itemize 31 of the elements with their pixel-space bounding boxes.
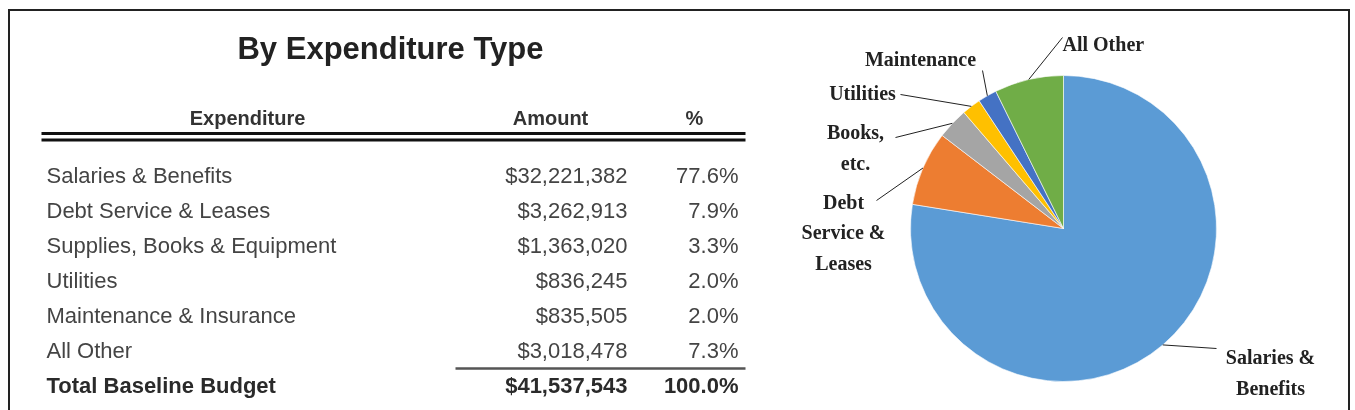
data-label: 7.9%: [688, 198, 739, 223]
data-label: $3,262,913: [517, 198, 628, 223]
data-label: $41,537,543: [505, 373, 628, 398]
category-label: Total Baseline Budget: [46, 373, 277, 398]
category-label: Supplies, Books & Equipment: [46, 233, 337, 258]
slice-label: Salaries & Benefits: [1225, 346, 1316, 399]
data-label: 2.0%: [688, 303, 739, 328]
slice-label: All Other: [1062, 32, 1145, 55]
category-label: Utilities: [46, 268, 118, 293]
category-label: Maintenance & Insurance: [46, 303, 296, 328]
category-label: All Other: [46, 338, 133, 363]
data-label: $1,363,020: [517, 233, 628, 258]
data-label: 100.0%: [663, 373, 739, 398]
data-label: 3.3%: [688, 233, 739, 258]
text: Amount: [512, 106, 589, 129]
slice-label: Utilities: [829, 81, 897, 104]
data-label: 7.3%: [688, 338, 739, 363]
text: Expenditure: [189, 106, 306, 129]
slice-label: Debt Service & Leases: [801, 190, 886, 275]
slice-label: Books, etc.: [826, 121, 885, 174]
text: %: [685, 106, 704, 129]
category-label: Salaries & Benefits: [46, 163, 233, 188]
data-label: 77.6%: [676, 163, 739, 188]
data-label: 2.0%: [688, 268, 739, 293]
data-label: $835,505: [535, 303, 628, 328]
data-label: $3,018,478: [517, 338, 628, 363]
text: By Expenditure Type: [237, 31, 544, 66]
category-label: Debt Service & Leases: [46, 198, 271, 223]
slice-label: Maintenance: [864, 47, 977, 70]
data-label: $32,221,382: [505, 163, 628, 188]
data-label: $836,245: [535, 268, 628, 293]
